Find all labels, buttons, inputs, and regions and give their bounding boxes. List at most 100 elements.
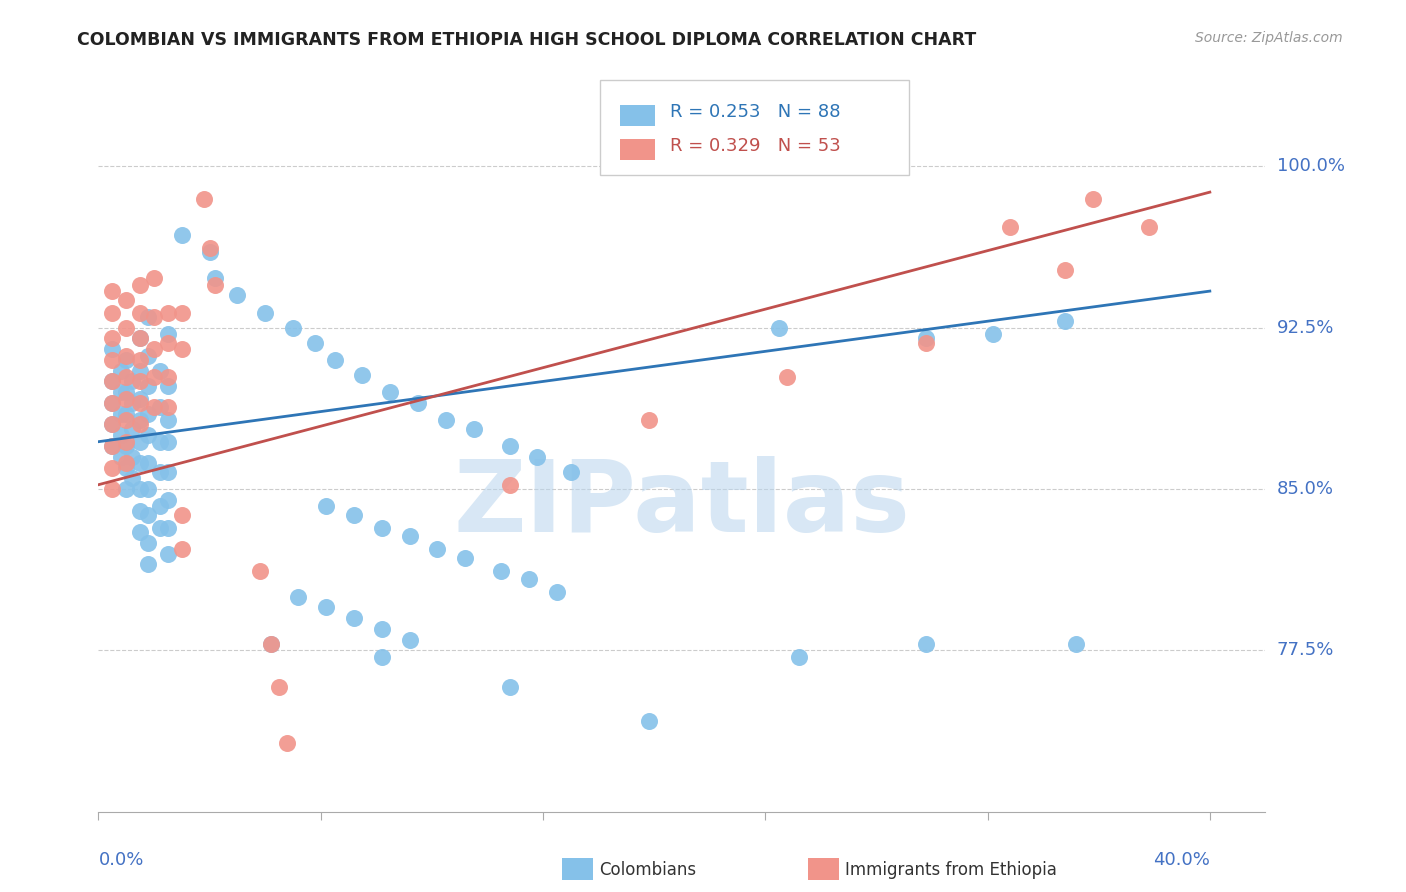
Point	[138, 536, 160, 550]
Point	[121, 375, 143, 389]
Point	[406, 396, 429, 410]
Point	[276, 736, 298, 750]
Point	[915, 335, 938, 350]
Point	[287, 590, 309, 604]
Point	[101, 375, 124, 389]
FancyBboxPatch shape	[620, 104, 655, 126]
Point	[343, 611, 366, 625]
Text: 92.5%: 92.5%	[1277, 318, 1334, 336]
Text: 77.5%: 77.5%	[1277, 641, 1334, 659]
Point	[138, 508, 160, 522]
Point	[156, 327, 179, 342]
Point	[204, 271, 226, 285]
Point	[768, 320, 790, 334]
Point	[398, 632, 420, 647]
Point	[1137, 219, 1160, 234]
Point	[115, 353, 138, 368]
Point	[115, 349, 138, 363]
Point	[304, 335, 326, 350]
Text: 0.0%: 0.0%	[98, 851, 143, 869]
Point	[156, 401, 179, 415]
Point	[143, 401, 166, 415]
Point	[101, 396, 124, 410]
Point	[148, 500, 170, 514]
Point	[1054, 314, 1077, 328]
Point	[398, 529, 420, 543]
Point	[371, 622, 394, 636]
Text: Immigrants from Ethiopia: Immigrants from Ethiopia	[845, 861, 1057, 879]
Point	[101, 342, 124, 356]
Text: 40.0%: 40.0%	[1153, 851, 1209, 869]
Point	[198, 245, 221, 260]
Point	[115, 439, 138, 453]
Point	[101, 284, 124, 298]
Point	[138, 378, 160, 392]
Point	[315, 600, 337, 615]
Point	[115, 407, 138, 421]
Point	[226, 288, 249, 302]
Point	[110, 364, 132, 378]
Point	[546, 585, 568, 599]
Point	[148, 401, 170, 415]
Point	[101, 331, 124, 345]
Point	[637, 413, 659, 427]
Point	[426, 542, 449, 557]
Point	[129, 413, 152, 427]
FancyBboxPatch shape	[620, 139, 655, 160]
Point	[148, 364, 170, 378]
Point	[526, 450, 548, 464]
Point	[148, 521, 170, 535]
Point	[787, 649, 810, 664]
Point	[143, 370, 166, 384]
Point	[156, 521, 179, 535]
Point	[101, 417, 124, 432]
Point	[138, 558, 160, 572]
Point	[115, 392, 138, 406]
Point	[156, 378, 179, 392]
Point	[343, 508, 366, 522]
Point	[129, 331, 152, 345]
Text: R = 0.253   N = 88: R = 0.253 N = 88	[671, 103, 841, 120]
Point	[138, 349, 160, 363]
Point	[143, 271, 166, 285]
Text: Colombians: Colombians	[599, 861, 696, 879]
Point	[204, 277, 226, 292]
Point	[138, 407, 160, 421]
Point	[138, 428, 160, 442]
Point	[129, 331, 152, 345]
Point	[498, 439, 520, 453]
Point	[121, 422, 143, 436]
Point	[110, 407, 132, 421]
Point	[170, 228, 193, 243]
Point	[156, 547, 179, 561]
Point	[260, 637, 283, 651]
Point	[101, 439, 124, 453]
Point	[121, 471, 143, 485]
Point	[110, 428, 132, 442]
Point	[1054, 262, 1077, 277]
Point	[115, 413, 138, 427]
Point	[170, 305, 193, 319]
Point	[115, 320, 138, 334]
Point	[121, 396, 143, 410]
Point	[517, 573, 540, 587]
Point	[498, 680, 520, 694]
Point	[981, 327, 1004, 342]
Text: 85.0%: 85.0%	[1277, 480, 1333, 498]
Point	[138, 456, 160, 470]
Point	[129, 434, 152, 449]
Point	[101, 417, 124, 432]
Point	[267, 680, 290, 694]
Text: Source: ZipAtlas.com: Source: ZipAtlas.com	[1195, 31, 1343, 45]
Text: COLOMBIAN VS IMMIGRANTS FROM ETHIOPIA HIGH SCHOOL DIPLOMA CORRELATION CHART: COLOMBIAN VS IMMIGRANTS FROM ETHIOPIA HI…	[77, 31, 977, 49]
Point	[254, 305, 277, 319]
Point	[560, 465, 582, 479]
Point	[193, 192, 215, 206]
Point	[371, 521, 394, 535]
Point	[101, 375, 124, 389]
Point	[156, 465, 179, 479]
Text: ZIPatlas: ZIPatlas	[454, 456, 910, 553]
Point	[115, 293, 138, 307]
Text: 100.0%: 100.0%	[1277, 157, 1344, 176]
Point	[170, 342, 193, 356]
